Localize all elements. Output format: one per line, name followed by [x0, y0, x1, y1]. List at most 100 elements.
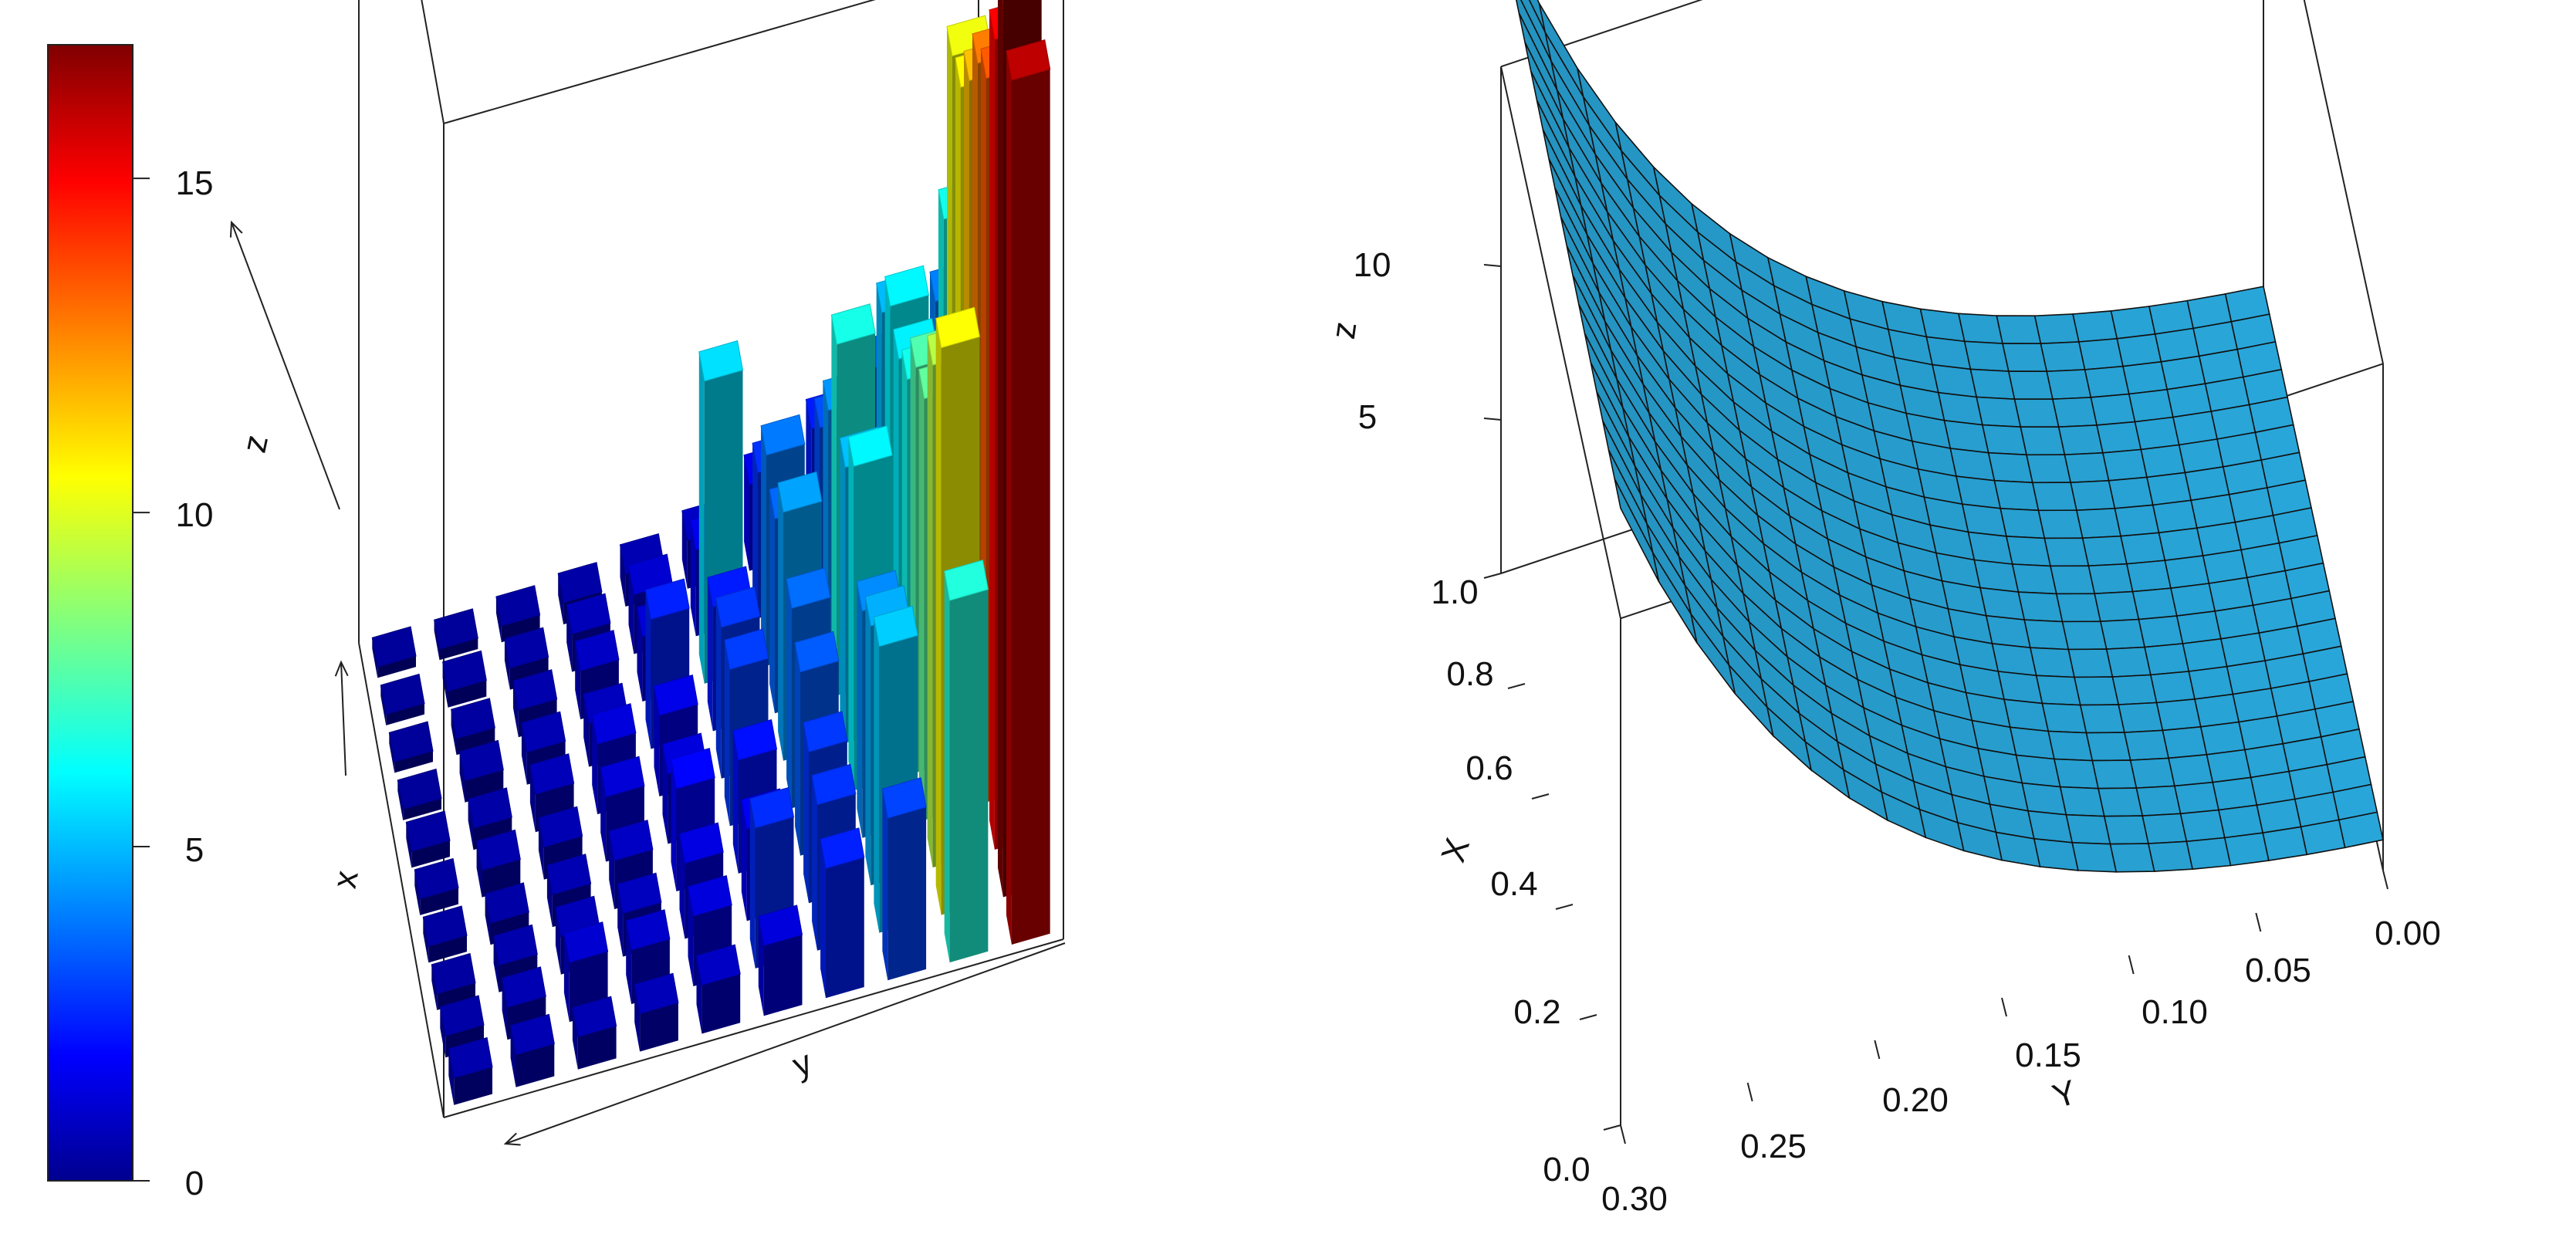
histogram-bar-top: [502, 966, 546, 1008]
surface-facet: [2129, 757, 2175, 789]
surface-x-tick: [1603, 1124, 1621, 1131]
histogram-bar-top: [563, 921, 609, 963]
surface-facet: [2067, 648, 2114, 678]
surface-facet: [2193, 693, 2240, 728]
histogram-bar-top: [820, 827, 865, 869]
surface-x-tick: [1579, 1014, 1597, 1020]
surface-facet: [2096, 421, 2142, 454]
histogram-bar: [944, 560, 989, 963]
histogram-bar: [442, 650, 487, 708]
surface-facet: [2111, 674, 2158, 705]
surface-facet: [2047, 730, 2094, 762]
histogram-bar-side: [634, 984, 641, 1052]
surface-facet: [2158, 527, 2204, 562]
surface-facet: [2109, 843, 2155, 873]
histogram-z-label: z: [235, 431, 276, 456]
surface-facet: [2145, 472, 2192, 506]
histogram-bar-side: [575, 641, 581, 720]
histogram-bar-side: [671, 759, 677, 891]
surface-facet: [1614, 478, 1660, 582]
histogram-bar-side: [529, 765, 536, 833]
histogram-bar-side: [786, 579, 792, 809]
histogram-bar-top: [476, 829, 521, 871]
surface-y-tick: [1746, 1082, 1753, 1102]
histogram-bar-top: [634, 972, 679, 1015]
surface-y-tick: [1874, 1040, 1881, 1060]
histogram-bar-side: [1006, 50, 1012, 945]
histogram-bar: [820, 827, 865, 999]
surface-facet: [2164, 555, 2210, 590]
histogram-bar-top: [600, 756, 645, 798]
histogram-bar-front: [465, 769, 504, 803]
surface-x-tick-label: 0.4: [1490, 865, 1537, 903]
histogram-bar: [881, 777, 927, 981]
histogram-bar: [431, 952, 476, 1010]
surface-facet: [2116, 333, 2162, 367]
histogram-bar-top: [695, 944, 741, 986]
histogram-bar-top: [732, 718, 778, 761]
histogram-bar-top: [749, 786, 795, 829]
surface-axes: [1483, 264, 2388, 1144]
histogram-bar-top: [388, 721, 434, 763]
surface-y-tick-label: 0.10: [2142, 993, 2208, 1031]
surface-x-tick-label: 0.0: [1543, 1151, 1590, 1188]
surface-facet: [1969, 368, 2016, 401]
surface-y-tick-label: 0.00: [2375, 915, 2441, 952]
histogram-bar-top: [512, 669, 558, 711]
surface-facet: [2041, 702, 2088, 734]
histogram-bar-top: [670, 747, 715, 789]
histogram-bar-side: [696, 955, 702, 1034]
surface-facet: [2206, 749, 2252, 783]
surface-x-tick-label: 0.6: [1465, 749, 1513, 787]
histogram-bar: [695, 944, 741, 1034]
histogram-bar-side: [688, 886, 694, 986]
surface-facet: [2114, 504, 2160, 537]
histogram-bar-side: [645, 590, 651, 749]
surface-facet: [1957, 313, 2003, 344]
histogram-bar-side: [555, 907, 561, 975]
surface-z-tick: [1483, 264, 1502, 267]
histogram-bar-side: [572, 1007, 578, 1070]
histogram-y-axis-head: [503, 1132, 521, 1146]
histogram-bar-side: [769, 489, 775, 714]
surface-facet: [2300, 819, 2346, 856]
colorbar-tick-label: 5: [185, 831, 204, 869]
surface-facet: [2049, 565, 2096, 595]
histogram-bar-front: [1011, 69, 1050, 945]
histogram-bar-side: [752, 443, 758, 619]
surface-x-tick-label: 0.2: [1513, 993, 1560, 1031]
surface-facet: [2108, 476, 2154, 509]
surface-z-tick-label: 10: [1354, 246, 1391, 284]
surface-facet: [2091, 759, 2138, 789]
histogram-bar-top: [574, 630, 620, 671]
surface-x-label: X: [1434, 833, 1477, 867]
surface-facet: [1967, 531, 2013, 565]
histogram-bar-top: [538, 806, 583, 848]
surface-y-tick-label: 0.20: [1882, 1081, 1949, 1119]
colorbar-tick-label: 10: [176, 496, 214, 534]
histogram-bar-side: [502, 978, 508, 1040]
surface-facet: [2070, 479, 2116, 512]
histogram-bar-side: [476, 840, 482, 898]
histogram-bar-side: [538, 817, 544, 880]
surface-y-tick-label: 0.15: [2015, 1036, 2081, 1074]
surface-facet: [2059, 786, 2105, 817]
histogram-bar-side: [397, 779, 404, 820]
histogram-bar: [758, 904, 803, 1016]
histogram-bar: [634, 972, 679, 1052]
surface-z-ticks: 5 10: [1354, 246, 1391, 436]
histogram-bar-side: [874, 617, 880, 933]
histogram-bar-side: [493, 935, 499, 992]
surface-facet: [2125, 560, 2172, 593]
histogram-bar: [371, 626, 417, 678]
surface-facet: [2073, 676, 2120, 706]
surface-x-tick: [1483, 573, 1502, 579]
histogram-bar-top: [873, 605, 918, 647]
histogram-bar-side: [732, 730, 739, 874]
surface-x-tick: [1555, 904, 1574, 910]
histogram-bar: [380, 673, 425, 725]
histogram-bar-top: [468, 787, 512, 829]
surface-z-tick-label: 5: [1358, 398, 1377, 436]
surface-z-tick: [1483, 418, 1502, 421]
histogram-box-edge: [358, 642, 445, 1118]
